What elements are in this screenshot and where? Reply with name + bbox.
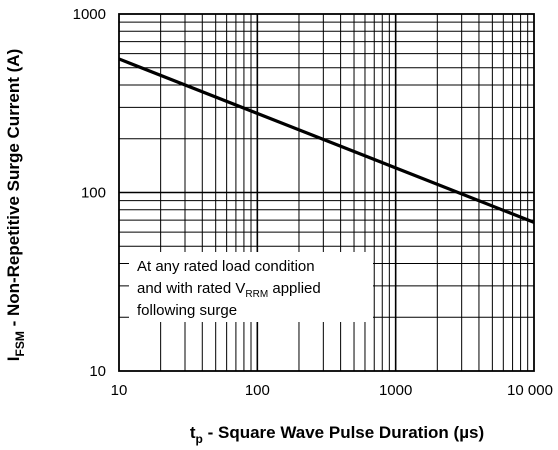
x-tick-label: 100 bbox=[245, 382, 270, 399]
x-tick-label: 1000 bbox=[379, 382, 412, 399]
series-layer bbox=[118, 57, 535, 224]
annotation-line-2: and with rated VRRM applied bbox=[137, 280, 321, 300]
x-tick-label: 10 000 bbox=[507, 382, 553, 399]
surge-current-line bbox=[118, 57, 535, 224]
y-tick-label: 100 bbox=[81, 185, 106, 202]
x-tick-labels: 10 100 1000 10 000 bbox=[111, 382, 553, 399]
annotation-box bbox=[129, 252, 373, 322]
y-tick-label: 10 bbox=[89, 363, 106, 380]
plot-frame bbox=[118, 13, 535, 372]
y-axis-title: IFSM - Non-Repetitive Surge Current (A) bbox=[4, 49, 27, 361]
x-axis-title: tp - Square Wave Pulse Duration (µs) bbox=[190, 423, 484, 446]
annotation-line-1: At any rated load condition bbox=[137, 258, 315, 275]
y-tick-labels: 10 100 1000 bbox=[73, 6, 106, 380]
x-tick-label: 10 bbox=[111, 382, 128, 399]
y-tick-label: 1000 bbox=[73, 6, 106, 23]
annotation-line-3: following surge bbox=[137, 302, 237, 319]
annotation-text: At any rated load condition and with rat… bbox=[137, 258, 321, 319]
